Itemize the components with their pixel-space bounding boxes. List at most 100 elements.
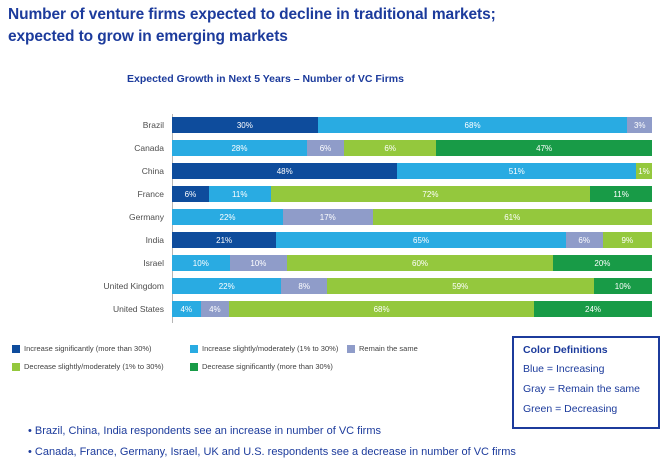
segment-value-label: 1% [638, 166, 650, 176]
bar-segment-decrease_significantly: 20% [552, 255, 652, 271]
chart-row: Brazil 30% 68% 3% [0, 117, 652, 133]
bar-segment-increase_slightly: 10% [172, 255, 230, 271]
segment-value-label: 51% [508, 166, 525, 176]
segment-value-label: 30% [236, 120, 253, 130]
chart-row: India 21% 65% 6% 9% [0, 232, 652, 248]
country-label: Brazil [142, 120, 164, 130]
segment-value-label: 4% [209, 304, 221, 314]
segment-value-label: 10% [250, 258, 267, 268]
legend-item-increase_slightly: Increase slightly/moderately (1% to 30%) [190, 344, 347, 353]
stacked-bar: 6% 11% 72% 11% [172, 186, 652, 202]
bar-segment-decrease_slightly: 72% [270, 186, 591, 202]
segment-value-label: 47% [536, 143, 553, 153]
bar-segment-increase_slightly: 4% [172, 301, 201, 317]
segment-value-label: 10% [192, 258, 209, 268]
legend-row: Decrease slightly/moderately (1% to 30%)… [12, 362, 418, 371]
stacked-bar: 48% 51% 1% [172, 163, 652, 179]
page-title-line2: expected to grow in emerging markets [8, 28, 288, 45]
segment-value-label: 60% [412, 258, 429, 268]
chart-row: Germany 22% 17% 61% [0, 209, 652, 225]
segment-value-label: 68% [373, 304, 390, 314]
bar-segment-increase_significantly: 30% [172, 117, 318, 133]
country-label: India [145, 235, 164, 245]
color-definitions-lines: Blue = Increasing Gray = Remain the same G… [523, 359, 649, 419]
segment-value-label: 4% [180, 304, 193, 314]
page-title: Number of venture firms expected to decl… [8, 4, 663, 48]
bullet-item: Canada, France, Germany, Israel, UK and … [28, 446, 516, 458]
segment-value-label: 3% [633, 120, 646, 130]
legend-item-decrease_slightly: Decrease slightly/moderately (1% to 30%) [12, 362, 190, 371]
segment-value-label: 61% [504, 212, 521, 222]
bar-segment-increase_slightly: 68% [317, 117, 628, 133]
segment-value-label: 24% [585, 304, 602, 314]
bar-segment-decrease_slightly: 59% [326, 278, 594, 294]
segment-value-label: 10% [614, 281, 631, 291]
chart-row: France 6% 11% 72% 11% [0, 186, 652, 202]
bar-segment-decrease_slightly: 61% [372, 209, 652, 225]
country-label: Germany [129, 212, 164, 222]
segment-value-label: 6% [578, 235, 590, 245]
legend-label: Remain the same [359, 344, 418, 353]
bar-segment-increase_significantly: 48% [172, 163, 398, 179]
bar-segment-increase_slightly: 22% [172, 209, 284, 225]
bar-segment-decrease_significantly: 47% [436, 140, 652, 156]
legend-swatch-icon [12, 344, 20, 353]
legend-item-increase_significantly: Increase significantly (more than 30%) [12, 344, 190, 353]
color-definition-line: Green = Decreasing [523, 403, 618, 415]
chart-row: United Kingdom 22% 8% 59% 10% [0, 278, 652, 294]
bullet-item: Brazil, China, India respondents see an … [28, 425, 516, 437]
legend-row: Increase significantly (more than 30%) In… [12, 344, 418, 353]
country-label: Israel [143, 258, 164, 268]
chart-title: Expected Growth in Next 5 Years – Number… [127, 73, 404, 85]
page-title-line1: Number of venture firms expected to decl… [8, 6, 496, 23]
country-label: Canada [134, 143, 164, 153]
bar-segment-remain_same: 10% [229, 255, 288, 271]
country-label: United States [112, 304, 164, 314]
bar-segment-increase_slightly: 28% [172, 140, 307, 156]
segment-value-label: 22% [219, 212, 236, 222]
stacked-bar: 22% 8% 59% 10% [172, 278, 652, 294]
bar-segment-remain_same: 8% [281, 278, 327, 294]
segment-value-label: 20% [594, 258, 611, 268]
segment-value-label: 6% [319, 143, 332, 153]
segment-value-label: 28% [231, 143, 248, 153]
color-definitions-title: Color Definitions [523, 344, 608, 356]
legend-label: Increase slightly/moderately (1% to 30%) [202, 344, 339, 353]
bar-segment-decrease_slightly: 1% [636, 163, 652, 179]
stacked-bar: 28% 6% 6% 47% [172, 140, 652, 156]
segment-value-label: 48% [276, 166, 293, 176]
legend-swatch-icon [190, 362, 198, 371]
chart-row: United States 4% 4% 68% 24% [0, 301, 653, 317]
legend-label: Increase significantly (more than 30%) [24, 344, 152, 353]
segment-value-label: 65% [413, 235, 430, 245]
chart-row: Israel 10% 10% 60% 20% [0, 255, 652, 271]
country-label: France [137, 189, 164, 199]
stacked-bar-chart: Brazil 30% 68% 3% Canada 28% 6% 6% 47% China 48% 51… [0, 114, 653, 324]
bar-segment-decrease_slightly: 6% [344, 140, 437, 156]
bar-segment-remain_same: 6% [565, 232, 603, 248]
segment-value-label: 17% [319, 212, 336, 222]
segment-value-label: 6% [384, 143, 396, 153]
segment-value-label: 68% [464, 120, 481, 130]
stacked-bar: 22% 17% 61% [172, 209, 652, 225]
segment-value-label: 6% [184, 189, 197, 199]
segment-value-label: 59% [452, 281, 469, 291]
segment-value-label: 9% [621, 235, 634, 245]
segment-value-label: 72% [422, 189, 439, 199]
color-definition-line: Blue = Increasing [523, 363, 605, 375]
stacked-bar: 10% 10% 60% 20% [172, 255, 652, 271]
color-definitions-box: Color Definitions Blue = Increasing Gray … [512, 336, 660, 429]
bar-segment-increase_slightly: 11% [208, 186, 271, 202]
bar-segment-decrease_slightly: 68% [229, 301, 535, 317]
bar-segment-decrease_significantly: 10% [593, 278, 652, 294]
bar-segment-increase_slightly: 51% [397, 163, 637, 179]
bar-segment-decrease_slightly: 60% [287, 255, 553, 271]
bar-segment-increase_slightly: 65% [276, 232, 566, 248]
color-definition-line: Gray = Remain the same [523, 383, 641, 395]
chart-row: China 48% 51% 1% [0, 163, 652, 179]
segment-value-label: 22% [218, 281, 235, 291]
legend-label: Decrease significantly (more than 30%) [202, 362, 333, 371]
legend-item-remain_same: Remain the same [347, 344, 418, 353]
bar-segment-decrease_significantly: 11% [590, 186, 652, 202]
